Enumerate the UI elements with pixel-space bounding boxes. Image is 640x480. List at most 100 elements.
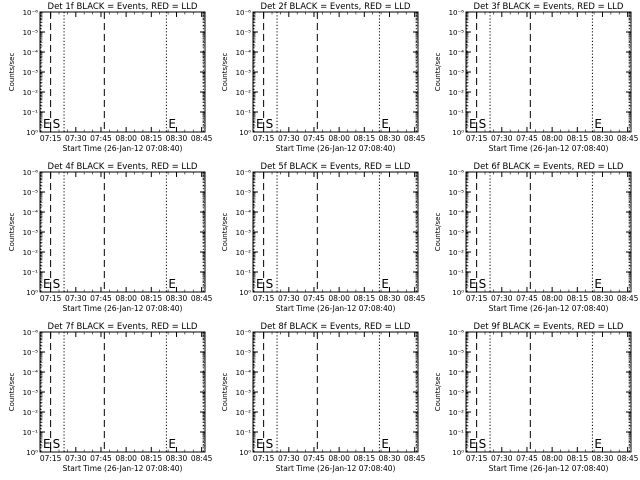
y-tick-label: 10⁰ (239, 289, 251, 297)
x-tick-label: 08:15 (566, 294, 588, 303)
y-axis-label: Counts/sec (8, 213, 16, 252)
x-tick-label: 08:45 (404, 454, 426, 463)
y-tick-label: 10⁻⁶ (449, 9, 465, 17)
y-tick-label: 10⁻¹ (449, 429, 465, 437)
plot-frame (465, 11, 632, 133)
event-marker-label: E (43, 277, 51, 291)
event-marker-label: E (168, 277, 176, 291)
chart-title: Det 9f BLACK = Events, RED = LLD (474, 322, 624, 332)
chart-panel-3: Det 3f BLACK = Events, RED = LLD Counts/s… (434, 2, 639, 153)
y-tick-label: 10⁻¹ (23, 269, 39, 277)
x-tick-label: 07:15 (253, 454, 275, 463)
x-tick-label: 08:30 (592, 454, 614, 463)
y-axis-label: Counts/sec (221, 53, 229, 92)
plot-frame (39, 331, 206, 453)
event-marker-label: S (53, 277, 61, 291)
x-tick-label: 07:30 (65, 134, 87, 143)
event-marker-label: E (469, 437, 477, 451)
y-tick-label: 10⁻² (236, 249, 252, 257)
y-tick-label: 10⁻¹ (23, 109, 39, 117)
y-tick-label: 10⁻² (449, 89, 465, 97)
y-tick-label: 10⁻³ (236, 229, 252, 237)
y-tick-label: 10⁰ (452, 289, 464, 297)
chart-panel-9: Det 9f BLACK = Events, RED = LLD Counts/s… (434, 322, 639, 473)
y-tick-label: 10⁻¹ (236, 429, 252, 437)
chart-panel-2: Det 2f BLACK = Events, RED = LLD Counts/s… (221, 2, 426, 153)
y-tick-label: 10⁻⁶ (23, 169, 39, 177)
x-tick-label: 07:45 (303, 454, 325, 463)
x-tick-label: 08:30 (166, 294, 188, 303)
event-marker-label: E (256, 277, 264, 291)
y-tick-label: 10⁻⁴ (449, 49, 465, 57)
x-tick-label: 08:15 (566, 134, 588, 143)
x-tick-label: 08:15 (353, 134, 375, 143)
event-marker-label: E (168, 437, 176, 451)
chart-panel-4: Det 4f BLACK = Events, RED = LLD Counts/s… (8, 162, 213, 313)
y-tick-label: 10⁰ (26, 289, 38, 297)
x-tick-label: 07:15 (253, 134, 275, 143)
x-axis-label: Start Time (26-Jan-12 07:08:40) (63, 144, 183, 153)
plot-frame (252, 331, 419, 453)
x-tick-label: 07:30 (65, 294, 87, 303)
x-tick-label: 07:30 (491, 134, 513, 143)
x-tick-label: 07:15 (40, 294, 62, 303)
y-tick-label: 10⁻⁵ (236, 349, 252, 357)
x-tick-label: 07:45 (90, 294, 112, 303)
y-axis-label: Counts/sec (434, 373, 442, 412)
x-tick-label: 08:45 (191, 134, 213, 143)
y-axis-label: Counts/sec (434, 53, 442, 92)
y-tick-label: 10⁻⁵ (449, 29, 465, 37)
x-tick-label: 07:15 (253, 294, 275, 303)
y-tick-label: 10⁻³ (449, 229, 465, 237)
y-tick-label: 10⁻¹ (236, 109, 252, 117)
event-marker-label: E (381, 117, 389, 131)
y-tick-label: 10⁻¹ (236, 269, 252, 277)
y-tick-label: 10⁻⁶ (449, 329, 465, 337)
y-tick-label: 10⁻⁴ (236, 369, 252, 377)
event-marker-label: E (381, 277, 389, 291)
event-marker-label: S (479, 277, 487, 291)
chart-title: Det 7f BLACK = Events, RED = LLD (48, 322, 198, 332)
x-tick-label: 08:30 (379, 294, 401, 303)
x-tick-label: 07:30 (491, 294, 513, 303)
event-marker-label: E (168, 117, 176, 131)
y-tick-label: 10⁻² (449, 409, 465, 417)
event-marker-label: E (256, 437, 264, 451)
y-axis-label: Counts/sec (221, 213, 229, 252)
chart-title: Det 6f BLACK = Events, RED = LLD (474, 162, 624, 172)
y-tick-label: 10⁰ (26, 449, 38, 457)
y-tick-label: 10⁻² (236, 89, 252, 97)
event-marker-label: E (381, 437, 389, 451)
event-marker-label: S (266, 437, 274, 451)
x-tick-label: 07:30 (278, 454, 300, 463)
x-tick-label: 08:30 (379, 134, 401, 143)
y-tick-label: 10⁻⁵ (23, 29, 39, 37)
event-marker-label: E (256, 117, 264, 131)
event-marker-label: S (53, 437, 61, 451)
y-tick-label: 10⁰ (452, 449, 464, 457)
y-tick-label: 10⁻⁵ (449, 189, 465, 197)
event-marker-label: E (43, 437, 51, 451)
x-tick-label: 08:45 (617, 134, 639, 143)
y-tick-label: 10⁻¹ (449, 109, 465, 117)
y-tick-label: 10⁻³ (23, 69, 39, 77)
event-marker-label: E (594, 437, 602, 451)
event-marker-label: S (266, 277, 274, 291)
y-tick-label: 10⁻⁵ (236, 189, 252, 197)
y-tick-label: 10⁻⁴ (236, 49, 252, 57)
y-tick-label: 10⁻⁴ (449, 209, 465, 217)
y-tick-label: 10⁻³ (236, 389, 252, 397)
y-axis-label: Counts/sec (434, 213, 442, 252)
x-tick-label: 08:45 (617, 454, 639, 463)
y-tick-label: 10⁻⁴ (236, 209, 252, 217)
x-tick-label: 08:00 (328, 134, 350, 143)
chart-title: Det 8f BLACK = Events, RED = LLD (261, 322, 411, 332)
y-tick-label: 10⁻² (449, 249, 465, 257)
y-tick-label: 10⁻² (23, 249, 39, 257)
x-axis-label: Start Time (26-Jan-12 07:08:40) (276, 144, 396, 153)
y-tick-label: 10⁻⁴ (23, 369, 39, 377)
y-axis-label: Counts/sec (8, 53, 16, 92)
event-marker-label: E (469, 277, 477, 291)
x-tick-label: 07:30 (278, 134, 300, 143)
